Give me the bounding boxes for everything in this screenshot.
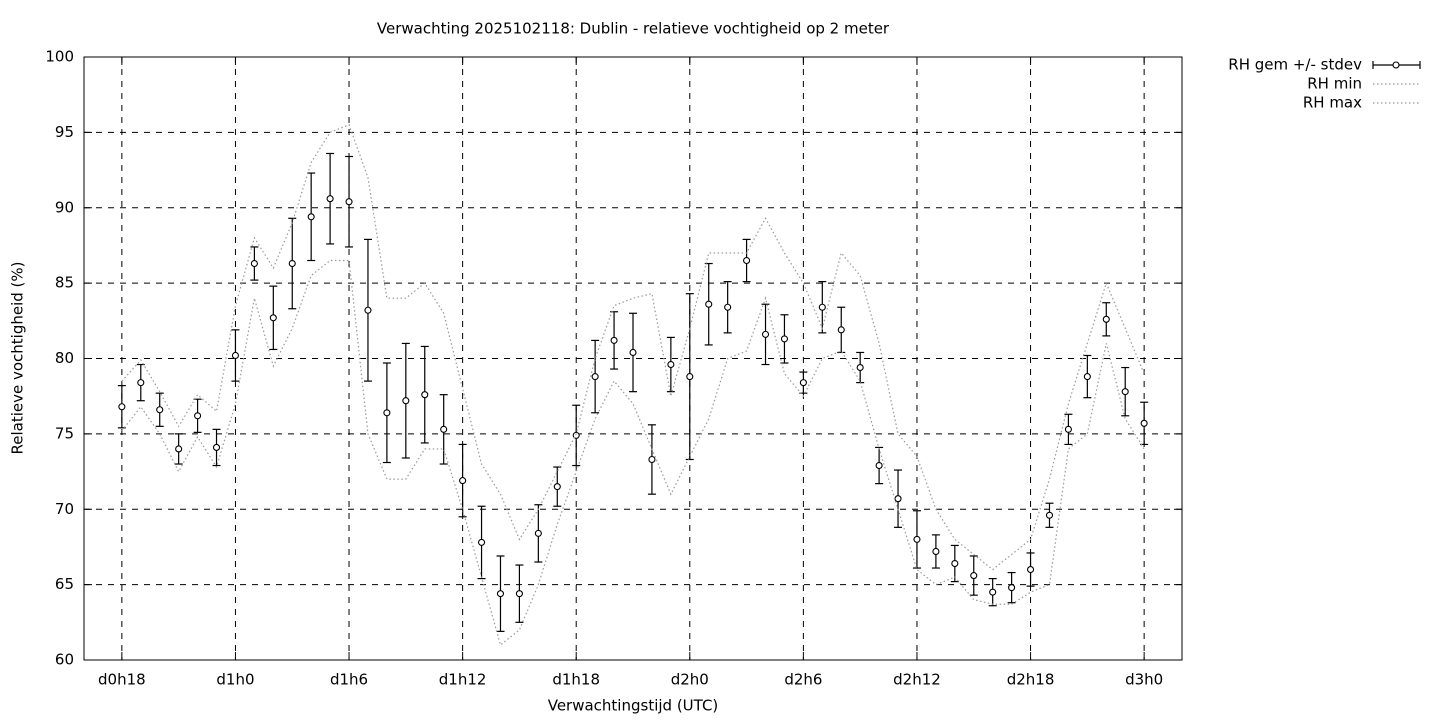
mean-point [856,363,864,372]
mean-point [780,335,788,343]
range-line [121,124,1145,571]
mean-point [478,538,486,546]
mean-point [743,256,751,265]
mean-point [951,559,959,568]
mean-point [212,443,221,451]
mean-point [705,300,713,308]
x-tick-label: d1h18 [552,671,600,689]
mean-point [1027,565,1035,574]
mean-point [402,397,410,405]
mean-point [231,351,239,360]
mean-point [610,336,618,344]
mean-point [648,455,656,464]
y-tick-label: 65 [55,575,74,593]
y-tick-label: 70 [55,500,74,518]
mean-point [686,373,694,381]
x-tick-label: d1h0 [216,671,254,689]
y-tick-label: 100 [45,48,74,66]
mean-point [137,379,145,387]
mean-point [1083,373,1091,381]
mean-point [156,406,164,414]
mean-point [250,259,258,268]
x-tick-label: d0h18 [98,671,146,689]
x-tick-label: d3h0 [1125,671,1163,689]
mean-point [667,360,675,369]
mean-point [288,259,296,268]
mean-point [440,425,448,433]
y-tick-label: 75 [55,424,74,442]
mean-point [724,303,732,311]
mean-point [894,495,902,503]
mean-point [194,412,202,420]
mean-point [591,373,599,381]
mean-point [913,535,921,543]
mean-point [932,547,940,556]
mean-point [1008,584,1016,592]
y-tick-label: 90 [55,198,74,216]
mean-point [761,330,770,338]
legend-label: RH min [1307,75,1362,93]
mean-point [989,588,997,596]
mean-point [970,572,978,580]
mean-point [553,483,561,491]
mean-point [572,431,580,439]
mean-point [345,198,353,206]
mean-point [175,445,183,453]
mean-point [1045,511,1054,519]
mean-point [496,590,505,598]
plot-border [83,56,1183,661]
y-tick-label: 60 [55,651,74,669]
x-tick-label: d2h12 [893,671,941,689]
mean-point [383,409,391,417]
mean-point [326,195,334,203]
legend-sample [1392,61,1400,69]
mean-point [534,529,542,537]
x-tick-label: d1h12 [439,671,487,689]
mean-point [629,348,637,357]
mean-point [364,306,372,314]
mean-point [269,314,277,322]
mean-point [421,391,429,399]
x-tick-label: d2h18 [1007,671,1055,689]
x-tick-label: d2h6 [784,671,822,689]
x-axis-label: Verwachtingstijd (UTC) [548,697,719,715]
mean-point [1140,419,1148,427]
y-tick-label: 95 [55,123,74,141]
y-tick-label: 85 [55,274,74,292]
x-tick-label: d1h6 [330,671,368,689]
legend-label: RH max [1303,94,1362,112]
mean-point [1102,315,1110,323]
legend-label: RH gem +/- stdev [1228,56,1362,74]
x-tick-label: d2h0 [671,671,709,689]
mean-point [1121,388,1129,396]
mean-point [118,403,126,411]
y-tick-label: 80 [55,349,74,367]
mean-point [307,213,315,221]
chart-title: Verwachting 2025102118: Dublin - relatie… [377,20,890,38]
y-axis-label: Relatieve vochtigheid (%) [9,261,27,454]
mean-point [837,326,845,334]
mean-point [459,477,467,485]
mean-point [875,461,883,470]
mean-point [818,303,826,311]
mean-point [799,379,807,387]
mean-point [1064,425,1072,433]
mean-point [515,590,523,598]
